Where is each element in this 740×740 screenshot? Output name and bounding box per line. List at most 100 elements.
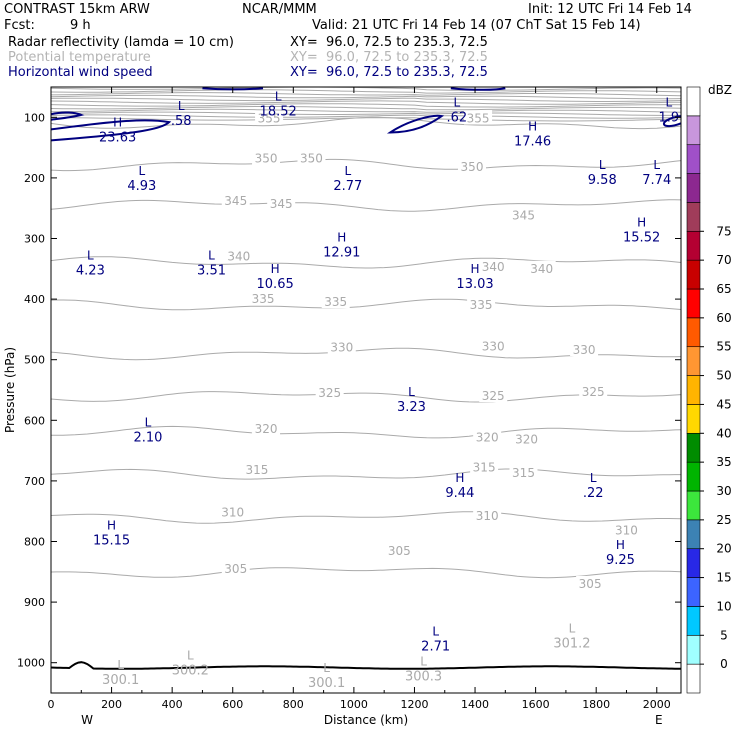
theta-contour-325 (50, 391, 682, 403)
fcst-label: Fcst: (4, 18, 35, 33)
theta-label-bg (327, 339, 356, 354)
theta-contour-label: 340 (530, 262, 553, 276)
theta-contour-upper (50, 114, 682, 119)
theta-label-bg (255, 110, 284, 125)
theta-contour-label: 340 (482, 260, 505, 274)
terrain-line (50, 661, 681, 670)
theta-label-bg (249, 291, 278, 306)
theta-contour-label: 305 (224, 562, 247, 576)
wind-extremum-value: .62 (447, 110, 468, 125)
wind-extremum-mark: H (113, 115, 122, 129)
x-tick-label: 2000 (643, 698, 671, 711)
colorbar-label: 55 (716, 340, 731, 354)
wind-extremum-value: 3.51 (197, 264, 226, 279)
x-tick-label: 200 (101, 698, 122, 711)
theta-contour-320 (51, 425, 682, 439)
wind-extremum-mark: L (599, 158, 606, 172)
colorbar-swatch (686, 259, 701, 290)
theta-contour-350 (50, 158, 682, 172)
theta-label-bg (509, 465, 538, 480)
theta-label-bg (479, 338, 508, 353)
wind-extremum-mark: H (271, 262, 280, 276)
colorbar: 0 5 10 15 20 25 30 35 40 45 50 55 60 65 70 75 dBZ (686, 83, 732, 694)
theta-contour-355 (50, 116, 682, 130)
theta-label-bg (385, 543, 414, 558)
theta-contour-label: 330 (330, 341, 353, 355)
theta-contour-label: 335 (324, 295, 347, 309)
wind-extremum-value: 2.71 (421, 639, 450, 654)
theta-label-bg (252, 420, 281, 435)
field-reflectivity-xy: XY= 96.0, 72.5 to 235.3, 72.5 (290, 35, 488, 50)
colorbar-swatch (686, 115, 701, 146)
wind-extremum-mark: H (107, 518, 116, 532)
theta-label-bg (242, 461, 271, 476)
y-tick-label: 300 (24, 233, 45, 246)
theta-label-bg (218, 504, 247, 519)
theta-contour-label: 305 (579, 577, 602, 591)
theta-contour-upper (50, 86, 682, 91)
theta-contour-label: 325 (482, 389, 505, 403)
x-tick-label: 1000 (340, 698, 368, 711)
theta-contour-label: 330 (482, 339, 505, 353)
theta-label-bg (467, 297, 496, 312)
wind-extremum-value: 3.23 (397, 400, 426, 415)
theta-label-bg (527, 260, 556, 275)
theta-label-bg (570, 342, 599, 357)
theta-contour-label: 325 (582, 385, 605, 399)
field-theta-name: Potential temperature (8, 50, 151, 65)
wind-extremum-value: 12.91 (323, 246, 360, 261)
theta-extremum-value: 300.1 (102, 673, 139, 688)
wind-extremum-mark: H (455, 471, 464, 485)
x-tick-label: 1600 (522, 698, 550, 711)
theta-label-bg (464, 110, 493, 125)
colorbar-swatch (686, 606, 701, 636)
x-tick-label: 400 (162, 698, 183, 711)
y-tick-label: 500 (24, 354, 45, 367)
wind-contours (50, 87, 682, 142)
wind-extremum-mark: L (87, 249, 94, 263)
theta-label-bg (479, 258, 508, 273)
wind-extremum-mark: L (139, 164, 146, 178)
wind-contour-small-west (50, 111, 85, 121)
colorbar-label: 70 (716, 253, 731, 267)
colorbar-swatch (686, 432, 701, 463)
wind-extremum-value: 23.63 (99, 130, 136, 145)
wind-extremum-value: 13.03 (456, 277, 493, 292)
colorbar-swatch (686, 519, 701, 550)
colorbar-swatch (686, 404, 701, 434)
theta-label-bg (612, 522, 641, 537)
theta-extremum-value: 301.2 (553, 636, 590, 651)
theta-contour-label: 305 (388, 544, 411, 558)
colorbar-swatch (686, 577, 701, 607)
wind-extremum-mark: H (528, 120, 537, 134)
theta-contour-label: 350 (461, 160, 484, 174)
wind-extremum-value: 4.23 (76, 264, 105, 279)
theta-contour-label: 320 (515, 433, 538, 447)
theta-label-bg (473, 508, 502, 523)
theta-contour-label: 350 (300, 152, 323, 166)
theta-label-bg (315, 385, 344, 400)
center-label: NCAR/MMM (242, 2, 317, 17)
wind-extremum-mark: L (454, 95, 461, 109)
colorbar-swatch (686, 375, 701, 405)
wind-contour-top-1 (202, 87, 264, 91)
plot-border (50, 86, 682, 694)
theta-contour-335 (50, 298, 682, 311)
colorbar-swatch (686, 548, 701, 578)
west-label: W (81, 713, 93, 727)
wind-extremum-mark: L (208, 249, 215, 263)
wind-contour-jet-west (50, 119, 172, 142)
theta-contour-label: 320 (476, 430, 499, 444)
y-tick-label: 600 (24, 414, 45, 427)
wind-extremum-mark: H (471, 262, 480, 276)
colorbar-label: 45 (716, 397, 731, 411)
x-axis-label: Distance (km) (324, 713, 408, 727)
theta-label-bg (470, 459, 499, 474)
y-tick-label: 100 (24, 111, 45, 124)
theta-contour-label: 315 (512, 466, 535, 480)
theta-label-bg (473, 429, 502, 444)
wind-extremum-value: 9.58 (588, 173, 617, 188)
colorbar-label: 35 (716, 455, 731, 469)
theta-contour-label: 350 (255, 152, 278, 166)
